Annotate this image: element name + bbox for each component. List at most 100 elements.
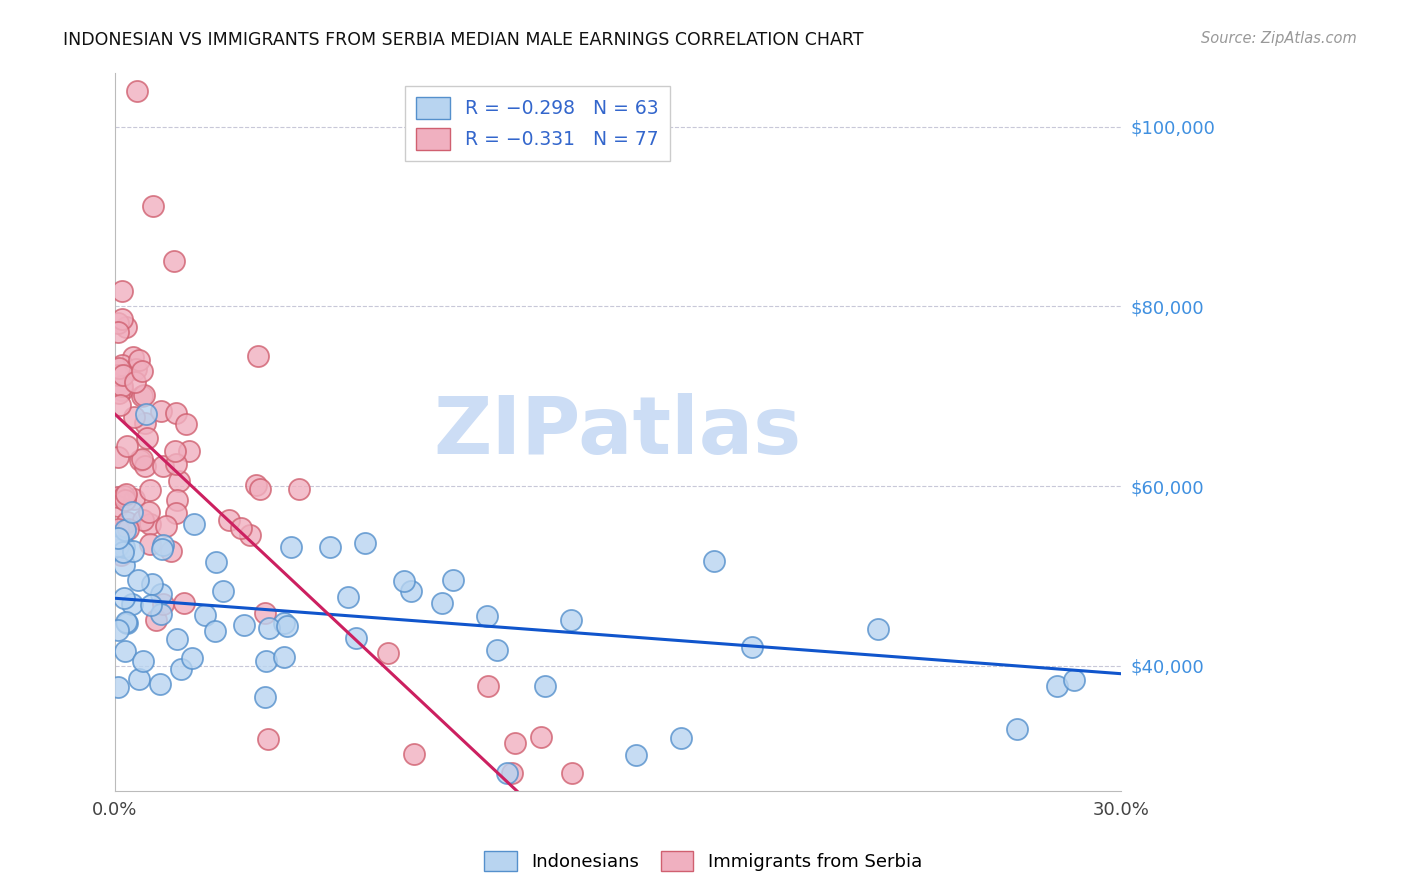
Point xyxy=(533,679,555,693)
Point xyxy=(160,544,183,558)
Point xyxy=(276,619,298,633)
Point xyxy=(404,747,426,762)
Point xyxy=(122,350,145,364)
Point xyxy=(107,500,129,514)
Point xyxy=(1063,673,1085,687)
Point xyxy=(112,540,135,554)
Legend: R = −0.298   N = 63, R = −0.331   N = 77: R = −0.298 N = 63, R = −0.331 N = 77 xyxy=(405,86,669,161)
Point xyxy=(212,584,235,599)
Point xyxy=(122,544,145,558)
Text: Source: ZipAtlas.com: Source: ZipAtlas.com xyxy=(1201,31,1357,46)
Point xyxy=(135,432,157,446)
Point xyxy=(165,406,187,420)
Point xyxy=(111,379,134,393)
Point xyxy=(107,522,129,536)
Point xyxy=(254,654,277,668)
Point xyxy=(561,766,583,780)
Point xyxy=(377,646,399,660)
Point xyxy=(141,576,163,591)
Point xyxy=(111,368,134,383)
Point xyxy=(139,537,162,551)
Point xyxy=(703,554,725,568)
Point xyxy=(115,616,138,631)
Point xyxy=(108,360,131,375)
Point xyxy=(401,584,423,599)
Point xyxy=(177,444,200,458)
Point xyxy=(344,631,367,645)
Point xyxy=(145,613,167,627)
Point xyxy=(741,640,763,654)
Point xyxy=(162,254,184,268)
Point xyxy=(167,474,190,488)
Point xyxy=(318,540,340,554)
Point xyxy=(205,555,228,569)
Point xyxy=(1046,679,1069,693)
Point xyxy=(392,574,415,588)
Point xyxy=(115,487,138,501)
Point xyxy=(117,515,139,529)
Point xyxy=(501,766,523,780)
Text: INDONESIAN VS IMMIGRANTS FROM SERBIA MEDIAN MALE EARNINGS CORRELATION CHART: INDONESIAN VS IMMIGRANTS FROM SERBIA MED… xyxy=(63,31,863,49)
Point xyxy=(110,549,132,563)
Point xyxy=(149,587,172,601)
Point xyxy=(111,384,134,398)
Point xyxy=(204,624,226,638)
Point xyxy=(150,542,173,557)
Point xyxy=(229,521,252,535)
Point xyxy=(114,523,136,537)
Point xyxy=(441,573,464,587)
Point xyxy=(152,597,174,611)
Point xyxy=(129,453,152,467)
Point xyxy=(108,398,131,412)
Point xyxy=(253,690,276,704)
Point xyxy=(150,607,173,621)
Point xyxy=(111,312,134,326)
Point xyxy=(149,403,172,417)
Point xyxy=(280,541,302,555)
Point xyxy=(114,492,136,507)
Point xyxy=(124,375,146,389)
Point xyxy=(1007,722,1029,736)
Point xyxy=(107,539,129,553)
Point xyxy=(530,731,553,745)
Point xyxy=(107,325,129,339)
Point xyxy=(246,349,269,363)
Point xyxy=(165,507,187,521)
Point xyxy=(239,528,262,542)
Point xyxy=(170,662,193,676)
Point xyxy=(257,732,280,747)
Point xyxy=(139,516,162,531)
Point xyxy=(669,731,692,746)
Point xyxy=(115,320,138,334)
Point xyxy=(245,478,267,492)
Point xyxy=(112,489,135,503)
Point xyxy=(138,505,160,519)
Point xyxy=(111,358,134,372)
Point xyxy=(149,677,172,691)
Point xyxy=(477,679,499,693)
Point xyxy=(115,439,138,453)
Point xyxy=(111,545,134,559)
Point xyxy=(273,616,295,631)
Point xyxy=(132,388,155,402)
Point xyxy=(112,558,135,572)
Point xyxy=(125,84,148,98)
Point xyxy=(131,364,153,378)
Point xyxy=(496,766,519,780)
Point xyxy=(138,483,160,498)
Point xyxy=(108,386,131,401)
Point xyxy=(560,613,582,627)
Point xyxy=(127,573,149,587)
Text: ZIPatlas: ZIPatlas xyxy=(433,393,801,471)
Point xyxy=(503,736,526,750)
Point xyxy=(132,513,155,527)
Legend: Indonesians, Immigrants from Serbia: Indonesians, Immigrants from Serbia xyxy=(477,844,929,879)
Point xyxy=(135,407,157,421)
Point xyxy=(112,591,135,605)
Point xyxy=(174,417,197,431)
Point xyxy=(117,522,139,536)
Point xyxy=(121,597,143,611)
Point xyxy=(485,643,508,657)
Point xyxy=(257,621,280,635)
Point xyxy=(141,598,163,612)
